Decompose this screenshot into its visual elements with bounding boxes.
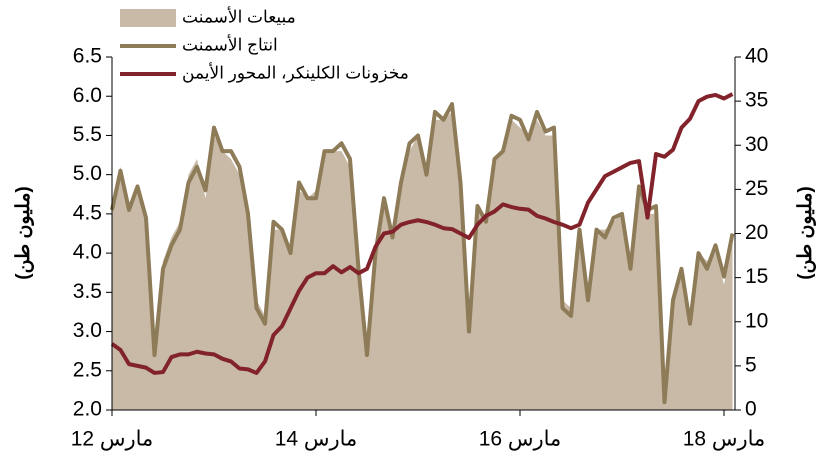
x-tick-label: مارس 12	[71, 428, 154, 452]
legend-label: انتاج الأسمنت	[182, 34, 278, 55]
y2-tick-label: 15	[745, 265, 768, 288]
y-tick-label: 2.0	[73, 398, 102, 421]
y2-axis-title: (مليون طن)	[795, 186, 816, 280]
inventory-line	[110, 92, 734, 375]
y-tick-label: 5.5	[73, 123, 102, 146]
y2-tick-label: 40	[745, 45, 768, 68]
y2-tick-label: 0	[745, 398, 757, 421]
y-tick-label: 3.0	[73, 319, 102, 342]
y2-tick-label: 35	[745, 89, 768, 112]
y2-tick-label: 20	[745, 221, 768, 244]
legend-swatch	[120, 9, 176, 27]
y2-tick-label: 5	[745, 353, 757, 376]
legend-label: مبيعات الأسمنت	[182, 6, 296, 26]
y-tick-label: 4.5	[73, 201, 102, 224]
x-tick-label: مارس 18	[683, 428, 766, 452]
y-tick-label: 5.0	[73, 162, 102, 185]
y-tick-label: 4.0	[73, 241, 102, 264]
production-line	[110, 102, 735, 405]
y2-tick-label: 25	[745, 177, 768, 200]
x-tick-label: مارس 16	[479, 428, 562, 452]
y-tick-label: 6.5	[73, 45, 102, 68]
x-tick-label: مارس 14	[275, 428, 358, 452]
y2-tick-label: 10	[745, 309, 768, 332]
y-tick-label: 3.5	[73, 280, 102, 303]
y-axis-title: (مليون طن)	[13, 186, 34, 280]
y-tick-label: 6.0	[73, 84, 102, 107]
sales-area	[112, 111, 733, 411]
legend-label: مخزونات الكلينكر، المحور الأيمن	[182, 62, 409, 83]
y2-tick-label: 30	[745, 133, 768, 156]
y-tick-label: 2.5	[73, 358, 102, 381]
